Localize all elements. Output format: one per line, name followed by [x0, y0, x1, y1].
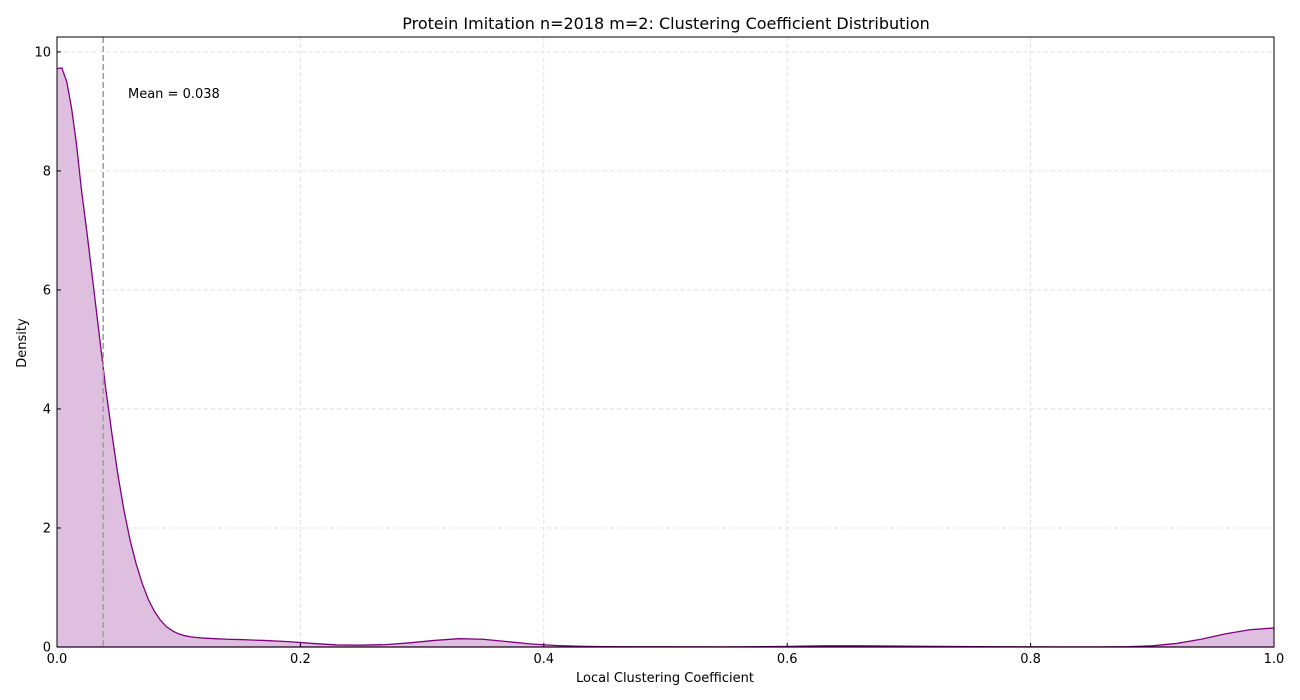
density-fill — [57, 67, 1274, 647]
y-axis-label: Density — [15, 318, 30, 368]
x-axis-label: Local Clustering Coefficient — [576, 671, 754, 686]
y-tick-label: 2 — [43, 521, 51, 536]
axis-ticks: 0.0 0.2 0.4 0.6 0.8 1.0 0 2 4 6 8 10 — [34, 45, 1284, 667]
y-tick-label: 4 — [43, 402, 51, 417]
x-tick-label: 0.6 — [777, 652, 798, 667]
mean-annotation: Mean = 0.038 — [128, 87, 220, 102]
x-tick-label: 0.4 — [533, 652, 554, 667]
x-tick-label: 1.0 — [1264, 652, 1285, 667]
density-area — [56, 67, 1275, 648]
x-tick-label: 0.8 — [1020, 652, 1041, 667]
y-tick-label: 0 — [43, 641, 51, 656]
plot-frame — [56, 36, 1275, 648]
chart-title: Protein Imitation n=2018 m=2: Clustering… — [402, 14, 930, 33]
density-line — [56, 67, 1275, 648]
y-tick-label: 8 — [43, 164, 51, 179]
y-tick-label: 6 — [43, 283, 51, 298]
x-tick-label: 0.2 — [290, 652, 311, 667]
y-tick-label: 10 — [34, 45, 51, 60]
grid-lines — [56, 37, 1275, 648]
x-tick-label: 0.0 — [47, 652, 68, 667]
